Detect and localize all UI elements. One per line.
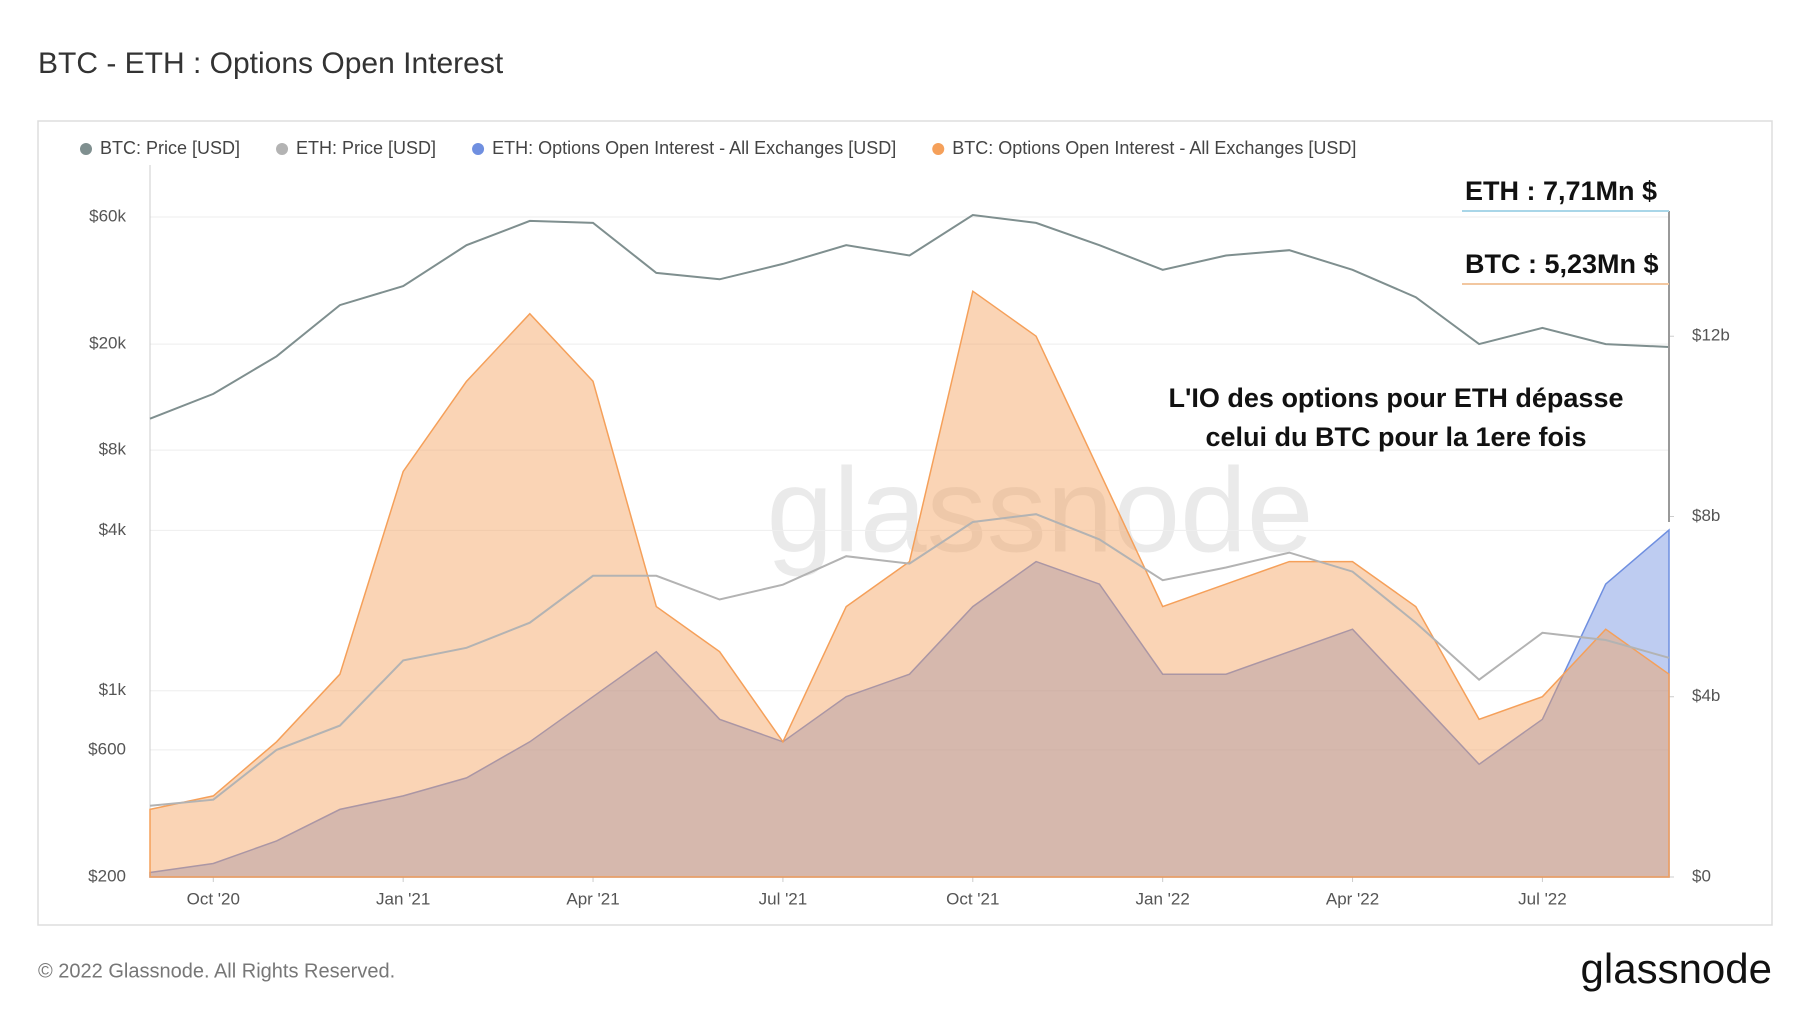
y-tick-label: $200 <box>88 866 126 885</box>
line <box>149 513 1670 807</box>
y-tick-label: $1k <box>99 680 127 699</box>
x-tick-label: Apr '22 <box>1326 889 1379 908</box>
area <box>149 528 1670 878</box>
y2-tick-label: $4b <box>1692 686 1720 705</box>
legend-swatch <box>472 143 485 155</box>
watermark: glassnode <box>766 444 1313 578</box>
legend-label: ETH: Options Open Interest - All Exchang… <box>492 138 896 158</box>
legend-swatch <box>276 143 289 155</box>
annotation: celui du BTC pour la 1ere fois <box>1205 422 1586 452</box>
x-tick-label: Apr '21 <box>566 889 619 908</box>
y-tick-label: $4k <box>99 520 127 539</box>
y2-tick-label: $8b <box>1692 506 1720 525</box>
x-tick-label: Oct '20 <box>187 889 240 908</box>
legend-swatch <box>932 143 945 155</box>
legend-label: BTC: Price [USD] <box>100 138 240 158</box>
x-tick-label: Jul '22 <box>1518 889 1567 908</box>
footer: © 2022 Glassnode. All Rights Reserved. <box>38 960 395 982</box>
annotation: BTC : 5,23Mn $ <box>1465 249 1659 279</box>
logo: glassnode <box>1581 945 1772 992</box>
page-title: BTC - ETH : Options Open Interest <box>38 47 504 80</box>
x-tick-label: Jul '21 <box>759 889 808 908</box>
x-tick-label: Oct '21 <box>946 889 999 908</box>
legend-label: BTC: Options Open Interest - All Exchang… <box>952 138 1356 158</box>
line <box>149 213 1670 420</box>
legend-label: ETH: Price [USD] <box>296 138 436 158</box>
annotation: ETH : 7,71Mn $ <box>1465 176 1657 206</box>
y-tick-label: $8k <box>99 440 127 459</box>
y-tick-label: $60k <box>89 206 126 225</box>
annotation: L'IO des options pour ETH dépasse <box>1169 383 1624 413</box>
y2-tick-label: $0 <box>1692 866 1711 885</box>
legend-swatch <box>80 143 92 155</box>
area <box>149 289 1670 878</box>
x-tick-label: Jan '22 <box>1136 889 1190 908</box>
y-tick-label: $600 <box>88 739 126 758</box>
y-tick-label: $20k <box>89 334 126 353</box>
x-tick-label: Jan '21 <box>376 889 430 908</box>
plot-area <box>149 165 1674 882</box>
y2-tick-label: $12b <box>1692 326 1730 345</box>
